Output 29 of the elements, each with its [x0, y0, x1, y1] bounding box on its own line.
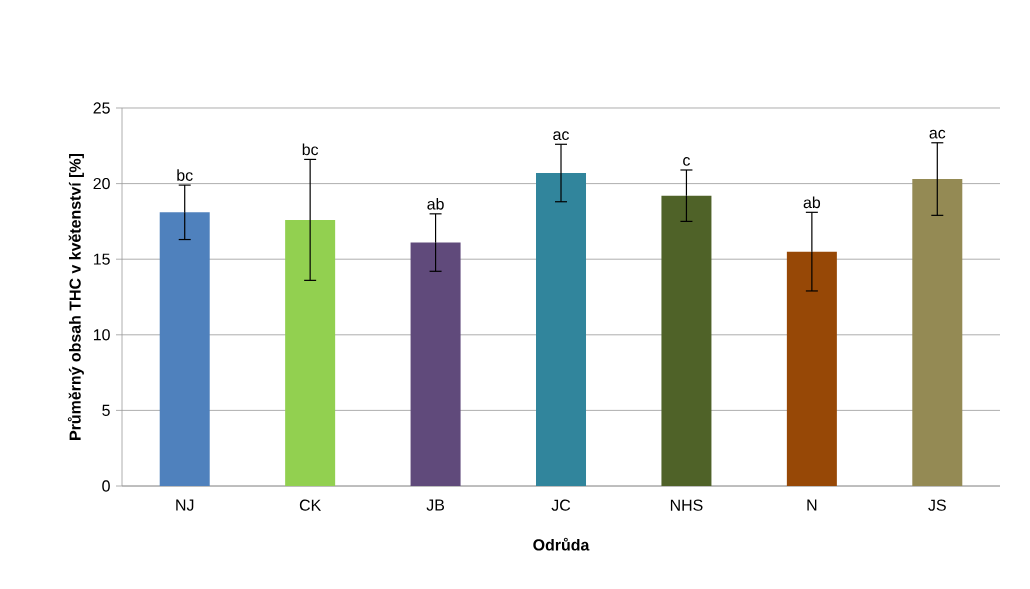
bar [536, 173, 587, 486]
bar [912, 179, 963, 486]
x-tick-label: NHS [670, 499, 703, 511]
y-tick-label: 5 [102, 404, 110, 416]
annotation: ac [929, 129, 946, 139]
y-tick-label: 0 [102, 480, 110, 492]
bar [285, 219, 336, 486]
y-tick-label: 25 [93, 102, 110, 114]
y-tick-label: 10 [93, 329, 110, 341]
bar [159, 212, 210, 486]
x-tick-label: JS [928, 499, 946, 511]
bar [786, 251, 837, 486]
bar [410, 242, 461, 486]
x-tick-label: NJ [176, 499, 194, 511]
annotation: ab [803, 196, 821, 209]
annotation: bc [177, 169, 193, 181]
y-tick-label: 20 [93, 177, 110, 190]
y-tick-label: 15 [93, 253, 110, 265]
annotation: ac [553, 131, 569, 141]
bar [661, 195, 712, 486]
annotation: ab [427, 197, 444, 210]
x-tick-label: JB [426, 499, 445, 511]
annotation: bc [302, 143, 319, 156]
x-axis-title: Odrůda [533, 537, 590, 551]
annotation: c [683, 157, 690, 166]
x-tick-label: JC [551, 499, 571, 511]
x-tick-label: CK [299, 499, 322, 511]
y-axis-title: Průměrný obsah THC v květenství [%] [67, 153, 84, 440]
x-tick-label: N [807, 499, 817, 511]
